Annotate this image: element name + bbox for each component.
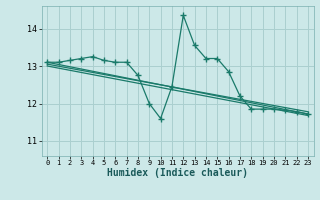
X-axis label: Humidex (Indice chaleur): Humidex (Indice chaleur)	[107, 168, 248, 178]
